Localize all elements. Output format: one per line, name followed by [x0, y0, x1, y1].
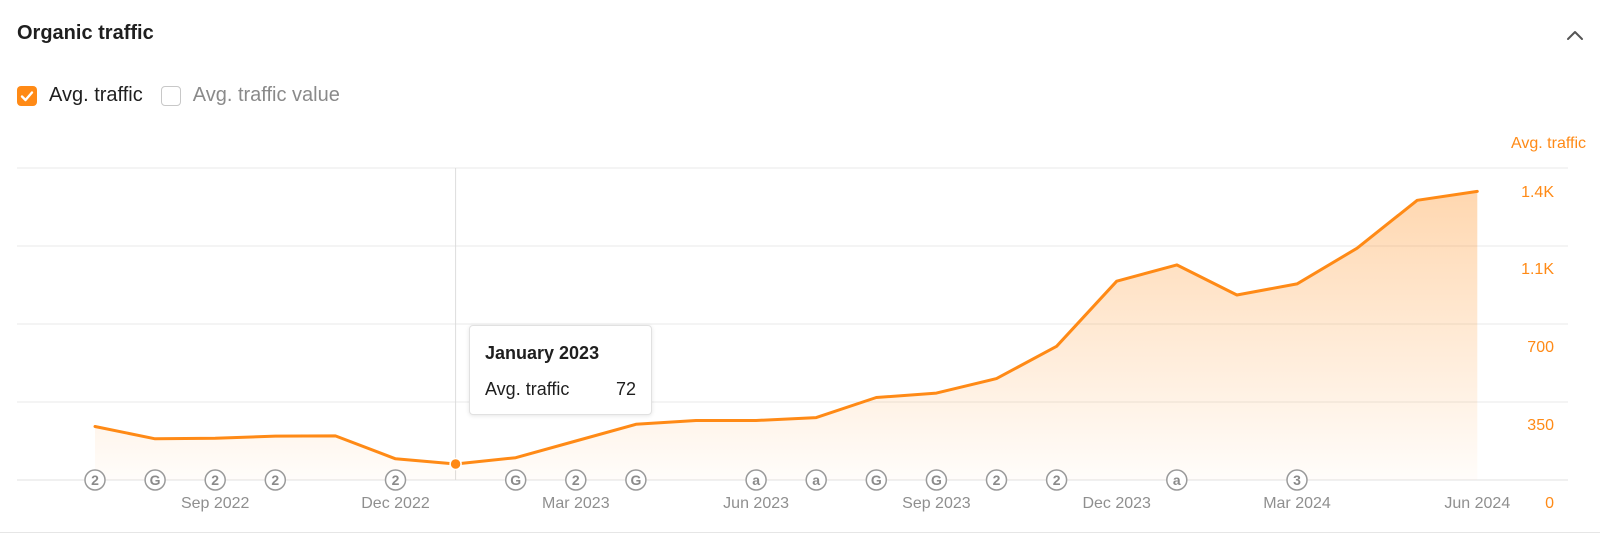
annotation-marker[interactable]: G — [625, 469, 647, 491]
y-tick-label: 1.4K — [1521, 184, 1554, 201]
x-tick-label: Jun 2024 — [1444, 495, 1510, 512]
annotation-marker[interactable]: 2 — [985, 469, 1008, 491]
y-tick-label: 350 — [1527, 417, 1554, 434]
annotation-circle — [865, 469, 888, 491]
annotation-marker[interactable]: 2 — [565, 469, 587, 491]
avg-traffic-checkbox[interactable] — [17, 85, 37, 106]
annotation-marker[interactable]: 2 — [84, 469, 106, 491]
annotation-symbol: G — [931, 472, 942, 488]
y-tick-label: 0 — [1545, 495, 1554, 512]
card-bottom-divider — [0, 532, 1600, 533]
annotation-circle — [565, 469, 587, 491]
annotation-marker[interactable]: 2 — [384, 469, 407, 491]
annotation-symbol: a — [812, 472, 820, 488]
avg-traffic-label: Avg. traffic — [49, 84, 143, 106]
annotation-symbol: 2 — [993, 472, 1001, 488]
traffic-line — [93, 189, 1479, 466]
annotation-circle — [1045, 469, 1068, 491]
checkmark-icon — [20, 90, 34, 101]
annotation-symbol: G — [630, 472, 641, 488]
x-tick-label: Sep 2022 — [181, 495, 250, 512]
avg-traffic-value-checkbox[interactable] — [160, 85, 181, 106]
avg-traffic-toggle[interactable]: Avg. traffic — [17, 84, 143, 107]
annotation-circle — [204, 469, 226, 491]
annotation-marker[interactable]: G — [144, 469, 166, 491]
annotation-symbol: G — [510, 472, 521, 488]
x-tick-label: Dec 2023 — [1082, 495, 1151, 512]
annotation-circle — [625, 469, 647, 491]
annotation-symbol: 2 — [572, 472, 580, 488]
annotation-marker[interactable]: 2 — [264, 469, 287, 491]
annotation-symbol: 2 — [91, 472, 99, 488]
x-tick-label: Mar 2024 — [1263, 495, 1331, 512]
x-tick-label: Dec 2022 — [361, 495, 430, 512]
annotation-circle — [1286, 469, 1308, 491]
annotation-marker[interactable]: a — [745, 469, 767, 491]
traffic-area — [95, 191, 1478, 480]
annotation-symbol: 2 — [271, 472, 279, 488]
annotation-symbol: 2 — [211, 472, 219, 488]
annotation-symbol: 3 — [1293, 472, 1301, 488]
annotation-symbol: 2 — [1053, 472, 1061, 488]
annotation-symbol: 2 — [392, 472, 400, 488]
annotation-circle — [925, 469, 948, 491]
card-title: Organic traffic — [17, 22, 154, 44]
x-tick-label: Mar 2023 — [542, 495, 610, 512]
x-tick-label: Jun 2023 — [723, 495, 789, 512]
annotation-marker[interactable]: G — [925, 469, 948, 491]
annotation-circle — [264, 469, 287, 491]
annotation-circle — [805, 469, 827, 491]
y-tick-label: 700 — [1527, 339, 1554, 356]
annotation-marker[interactable]: 2 — [204, 469, 226, 491]
legend: Avg. traffic Avg. traffic value — [17, 84, 358, 107]
collapse-button[interactable] — [1560, 20, 1590, 50]
tooltip-title: January 2023 — [485, 343, 600, 363]
annotation-marker[interactable]: 2 — [1045, 469, 1068, 491]
tooltip-label: Avg. traffic — [485, 379, 570, 399]
annotation-marker[interactable]: a — [805, 469, 827, 491]
x-tick-label: Sep 2023 — [902, 495, 971, 512]
annotation-symbol: G — [150, 472, 161, 488]
annotation-circle — [985, 469, 1008, 491]
annotation-circle — [504, 469, 527, 491]
annotation-marker[interactable]: 3 — [1286, 469, 1308, 491]
annotation-circle — [84, 469, 106, 491]
annotation-marker[interactable]: G — [865, 469, 888, 491]
chevron-up-icon — [1567, 31, 1583, 40]
annotation-marker[interactable]: a — [1166, 469, 1188, 491]
annotation-symbol: a — [1173, 472, 1181, 488]
annotation-circle — [745, 469, 767, 491]
y-axis-title: Avg. traffic — [1511, 135, 1586, 152]
annotation-circle — [144, 469, 166, 491]
avg-traffic-value-label: Avg. traffic value — [192, 84, 340, 106]
annotation-symbol: G — [871, 472, 882, 488]
annotation-symbol: a — [752, 472, 760, 488]
tooltip: January 2023 Avg. traffic 72 — [469, 325, 652, 415]
tooltip-value: 72 — [615, 379, 636, 399]
y-tick-label: 1.1K — [1521, 261, 1554, 278]
highlight-point — [449, 457, 462, 471]
annotation-marker[interactable]: G — [504, 469, 527, 491]
annotation-circle — [1166, 469, 1188, 491]
annotation-circle — [384, 469, 407, 491]
avg-traffic-value-toggle[interactable]: Avg. traffic value — [160, 84, 340, 107]
